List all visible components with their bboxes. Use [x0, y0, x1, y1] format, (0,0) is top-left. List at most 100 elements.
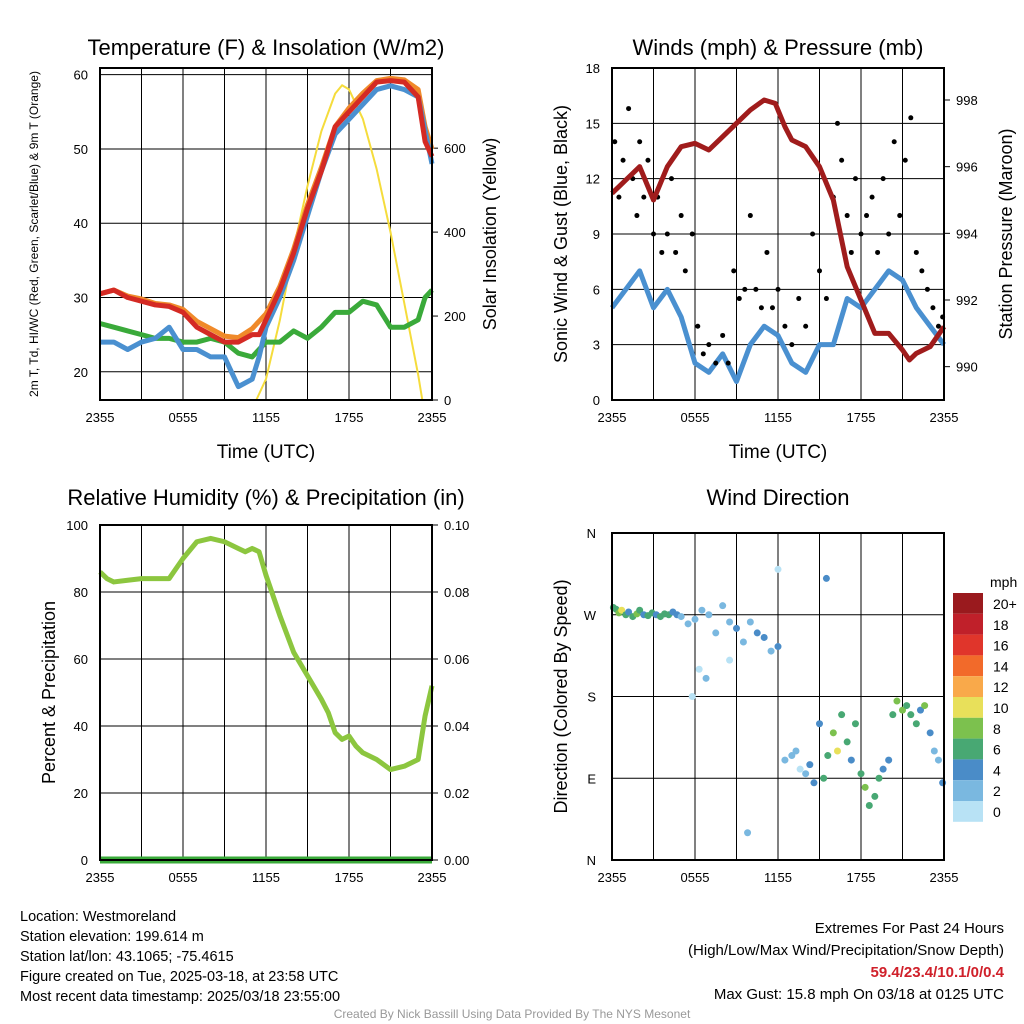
direction-point: [774, 643, 782, 651]
direction-point: [695, 665, 703, 673]
gust-point: [810, 231, 816, 237]
series-hi-wc: [100, 83, 435, 390]
plot-frame: [611, 67, 945, 401]
legend-swatch: [953, 655, 983, 677]
y-axis-label: Percent & Precipitation: [39, 601, 59, 784]
y-tick-label: 60: [74, 652, 88, 667]
series-relative-humidity: [98, 535, 435, 773]
y-tick-label: S: [587, 690, 596, 705]
series-sonic-wind: [609, 268, 947, 385]
gust-point: [736, 296, 742, 302]
direction-point: [829, 729, 837, 737]
x-tick-label: 0555: [169, 410, 198, 425]
direction-point: [899, 706, 906, 714]
chart-title: Temperature (F) & Insolation (W/m2): [88, 35, 445, 60]
y2-tick-label: 0.06: [444, 652, 469, 667]
direction-point: [861, 783, 869, 791]
y2-axis-label: Solar Insolation (Yellow): [480, 138, 500, 330]
direction-point: [712, 629, 720, 637]
y2-tick-label: 998: [956, 93, 978, 108]
gust-point: [886, 231, 892, 237]
legend-swatch: [953, 717, 983, 739]
direction-point: [851, 720, 859, 728]
legend-swatch: [953, 759, 983, 781]
gust-point: [706, 342, 712, 348]
y-tick-label: 30: [74, 291, 88, 306]
y2-tick-label: 992: [956, 293, 978, 308]
gust-point: [725, 360, 731, 366]
x-tick-label: 2355: [86, 410, 115, 425]
gust-point: [612, 139, 618, 145]
y2-tick-label: 600: [444, 141, 466, 156]
y-tick-label: 20: [74, 786, 88, 801]
direction-point: [885, 756, 893, 764]
gust-point: [620, 157, 626, 163]
y-tick-label: 40: [74, 216, 88, 231]
legend-swatch: [953, 613, 983, 635]
x-tick-label: 0555: [681, 410, 710, 425]
direction-point: [788, 752, 796, 760]
gust-point: [839, 157, 845, 163]
gust-point: [852, 176, 858, 182]
gust-point: [897, 213, 903, 219]
gust-point: [747, 213, 753, 219]
gust-point: [641, 194, 647, 200]
direction-point: [857, 770, 865, 778]
direction-point: [939, 779, 947, 787]
gust-point: [742, 286, 748, 292]
direction-point: [875, 774, 883, 782]
y-tick-label: 100: [66, 518, 88, 533]
y-tick-label: 0: [81, 853, 88, 868]
y2-tick-label: 990: [956, 360, 978, 375]
y-axis-label: 2m T, Td, HI/WC (Red, Green, Scarlet/Blu…: [27, 71, 41, 397]
x-tick-label: 1755: [847, 870, 876, 885]
direction-point: [739, 638, 747, 646]
direction-point: [618, 606, 626, 614]
gust-point: [637, 139, 643, 145]
extremes-panel: Extremes For Past 24 Hours (High/Low/Max…: [688, 918, 1004, 1006]
direction-point: [744, 829, 752, 837]
x-tick-label: 2355: [598, 410, 627, 425]
y-tick-label: N: [587, 853, 596, 868]
legend-label: 6: [993, 742, 1001, 758]
gust-point: [834, 120, 840, 126]
direction-point: [719, 602, 727, 610]
chart-title: Relative Humidity (%) & Precipitation (i…: [67, 485, 464, 510]
y-tick-label: 50: [74, 142, 88, 157]
figure-created: Figure created on Tue, 2025-03-18, at 23…: [20, 969, 339, 985]
max-gust: Max Gust: 15.8 mph On 03/18 at 0125 UTC: [713, 986, 1004, 1003]
gust-point: [908, 115, 914, 121]
x-tick-label: 2355: [418, 410, 447, 425]
legend-swatch: [953, 697, 983, 718]
direction-point: [810, 779, 818, 787]
y-axis-label: Direction (Colored By Speed): [551, 579, 571, 813]
gust-point: [634, 213, 640, 219]
x-tick-label: 2355: [598, 870, 627, 885]
direction-point: [816, 720, 823, 728]
direction-point: [838, 711, 846, 719]
y-tick-label: 60: [74, 68, 88, 83]
legend-label: 4: [993, 762, 1001, 778]
gust-point: [775, 286, 781, 292]
gust-point: [924, 286, 930, 292]
legend-swatch: [953, 780, 983, 801]
gust-point: [803, 323, 809, 329]
y-tick-label: 20: [74, 365, 88, 380]
direction-point: [843, 738, 851, 746]
direction-point: [903, 702, 911, 710]
legend-label: 16: [993, 638, 1009, 654]
station-info: Location: Westmoreland Station elevation…: [20, 907, 340, 1007]
y2-tick-label: 0.00: [444, 853, 469, 868]
legend-label: 14: [993, 658, 1009, 674]
gust-point: [935, 323, 941, 329]
legend-swatch: [953, 801, 983, 822]
x-tick-label: 2355: [418, 870, 447, 885]
x-tick-label: 2355: [930, 870, 959, 885]
gust-point: [626, 106, 632, 112]
y-tick-label: 80: [74, 585, 88, 600]
x-tick-label: 1755: [335, 870, 364, 885]
gust-point: [758, 305, 764, 311]
gust-point: [664, 231, 670, 237]
direction-point: [824, 752, 832, 760]
